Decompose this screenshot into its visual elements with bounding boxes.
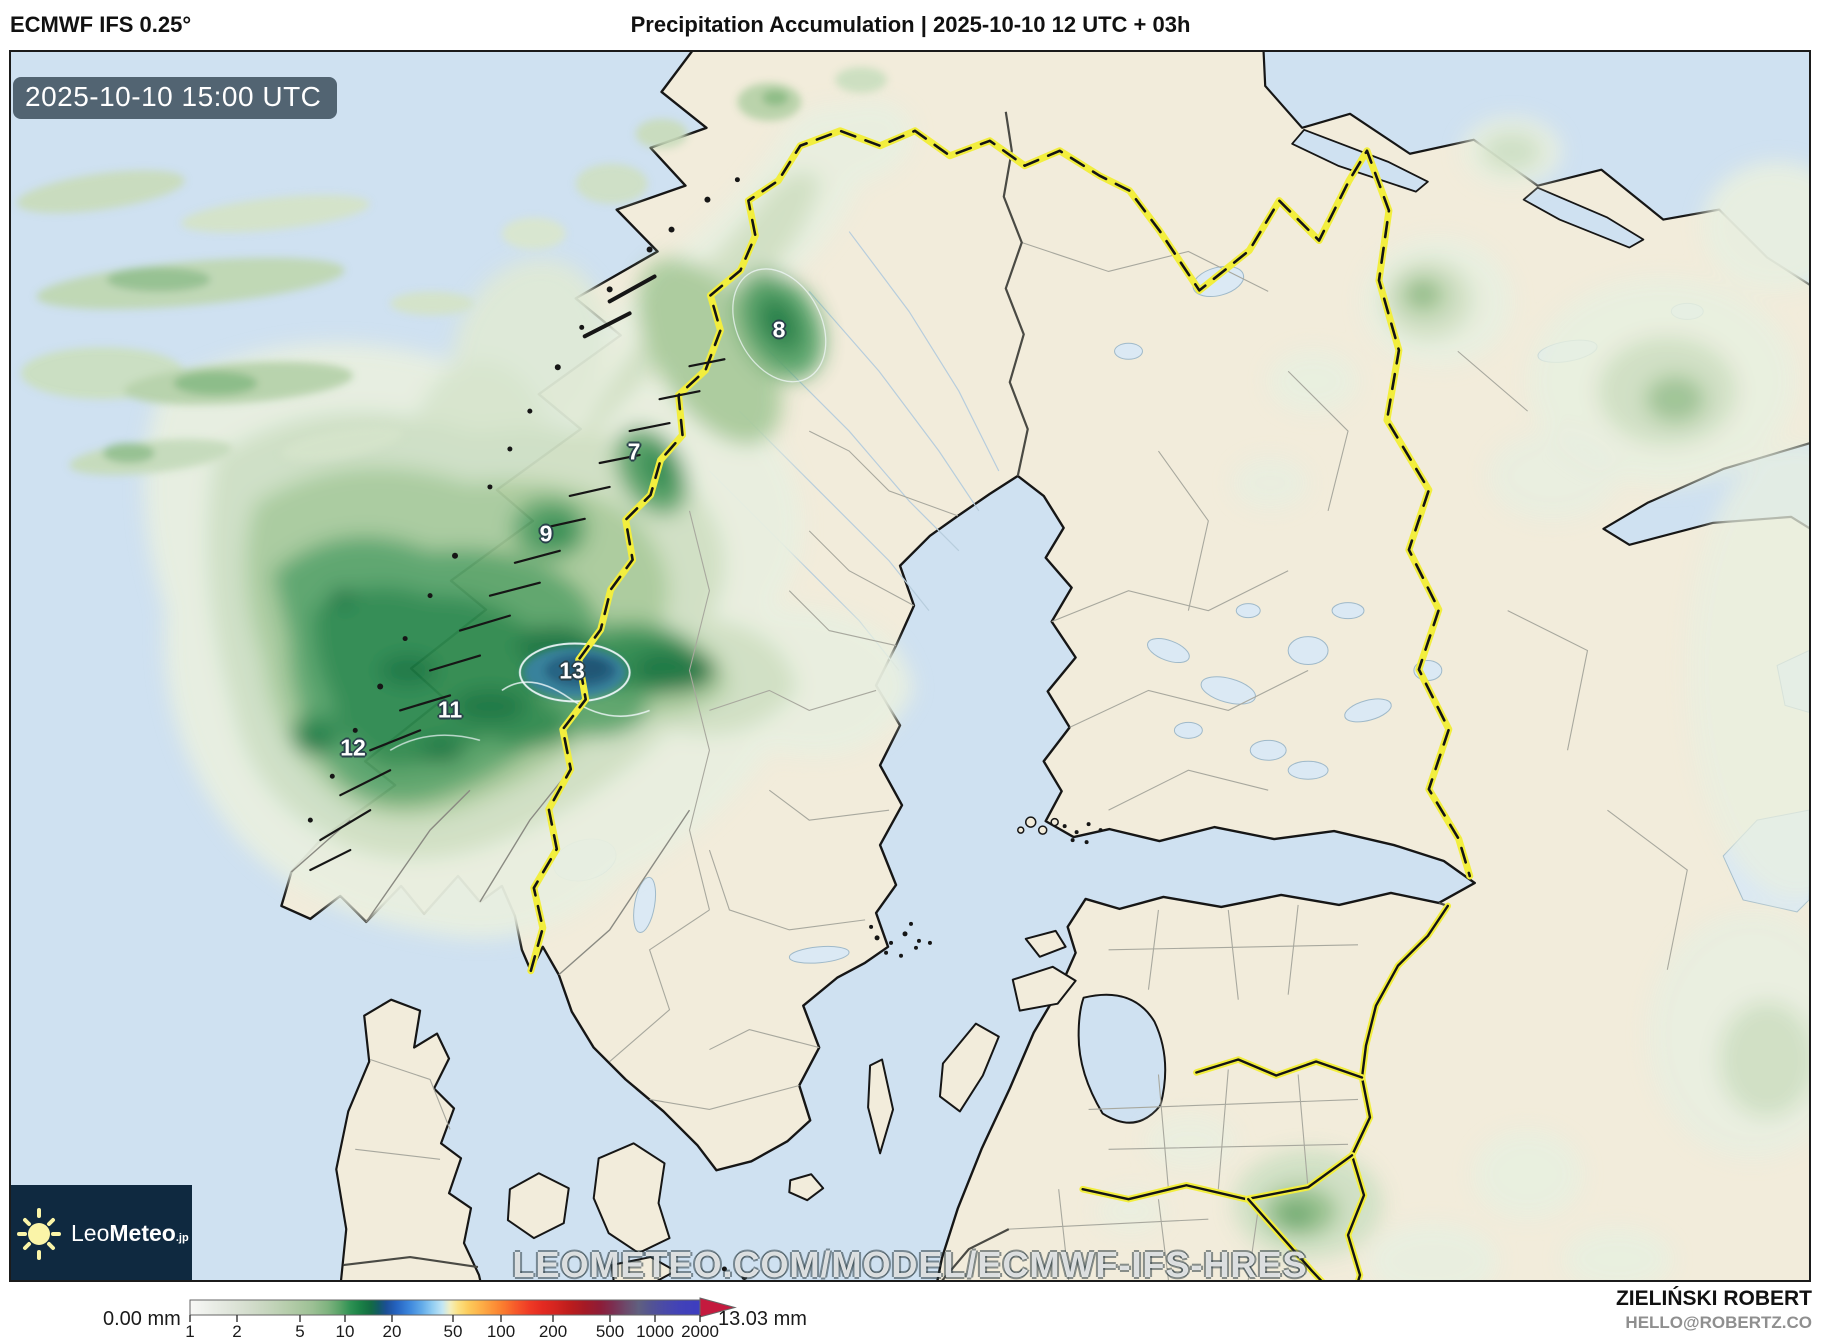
model-label: ECMWF IFS 0.25° bbox=[10, 12, 192, 37]
scale-tick-label: 100 bbox=[487, 1322, 515, 1338]
scale-tick-label: 20 bbox=[383, 1322, 402, 1338]
credit-email: HELLO@ROBERTZ.CO bbox=[1625, 1313, 1812, 1332]
scale-tick-label: 2000 bbox=[681, 1322, 719, 1338]
scale-tick-label: 200 bbox=[539, 1322, 567, 1338]
country-borders-layer bbox=[343, 111, 1449, 1280]
sun-icon bbox=[17, 1207, 61, 1260]
scale-max-label: 13.03 mm bbox=[718, 1308, 807, 1330]
coast-detail-layer bbox=[307, 177, 1103, 1280]
logo-text: LeoMeteo.jp bbox=[71, 1220, 189, 1247]
fjord-strokes-layer bbox=[309, 274, 726, 872]
page-title: Precipitation Accumulation | 2025-10-10 … bbox=[630, 12, 1191, 37]
contour-layer bbox=[389, 268, 827, 751]
logo-text-suffix: .jp bbox=[175, 1232, 189, 1244]
logo-text-light: Leo bbox=[71, 1220, 110, 1246]
scale-tick-label: 1000 bbox=[636, 1322, 674, 1338]
scale-arrow bbox=[699, 1297, 737, 1318]
scale-gradient-bar bbox=[189, 1299, 701, 1316]
scale-tick-label: 50 bbox=[444, 1322, 463, 1338]
scale-tick-label: 1 bbox=[185, 1322, 194, 1338]
leometeo-logo: LeoMeteo.jp bbox=[11, 1185, 192, 1280]
watermark: LEOMETEO.COM/MODEL/ECMWF-IFS-HRES bbox=[512, 1244, 1308, 1282]
scale-tick-label: 2 bbox=[232, 1322, 241, 1338]
scale-min-label: 0.00 mm bbox=[103, 1308, 181, 1330]
highlight-borders-layer bbox=[527, 127, 1474, 1280]
scale-tick-label: 10 bbox=[336, 1322, 355, 1338]
weather-map: 2025-10-10 15:00 UTC LEOMETEO.COM/MODEL/… bbox=[9, 50, 1811, 1282]
admin-borders-layer bbox=[355, 242, 1688, 1280]
credit-author: ZIELIŃSKI ROBERT bbox=[1615, 1287, 1812, 1310]
color-scale: 1 2 5 10 20 50 100 200 500 1000 2000 bbox=[185, 1297, 737, 1338]
scale-ticks: 1 2 5 10 20 50 100 200 500 1000 2000 bbox=[185, 1315, 719, 1338]
precipitation-layer bbox=[16, 66, 1809, 1280]
scale-tick-label: 500 bbox=[596, 1322, 624, 1338]
logo-text-bold: Meteo bbox=[109, 1220, 176, 1246]
timestamp-badge: 2025-10-10 15:00 UTC bbox=[13, 77, 338, 119]
map-canvas bbox=[11, 52, 1809, 1280]
scale-tick-label: 5 bbox=[295, 1322, 304, 1338]
